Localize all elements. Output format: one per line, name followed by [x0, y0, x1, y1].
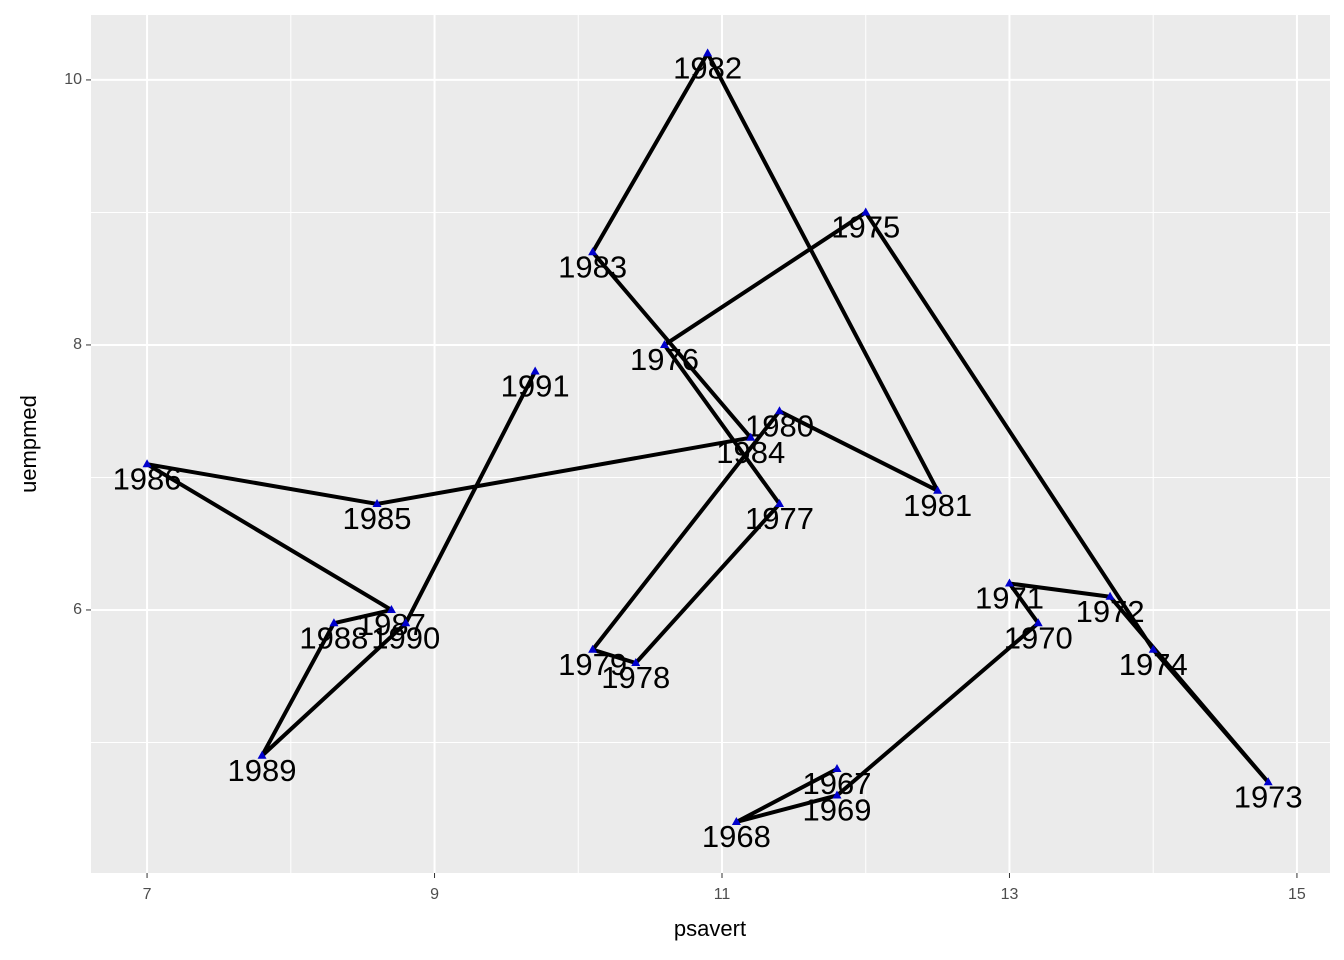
point [746, 432, 756, 441]
point [588, 644, 598, 653]
point [401, 618, 411, 627]
point [372, 498, 382, 507]
y-axis-title: uempmed [16, 395, 41, 493]
point-label: 1987 [357, 607, 426, 642]
point-label: 1971 [975, 581, 1044, 616]
point [386, 604, 396, 613]
point-label: 1974 [1119, 647, 1188, 682]
point-label: 1972 [1076, 594, 1145, 629]
point [631, 657, 641, 666]
point [1263, 777, 1273, 786]
point-label: 1990 [371, 620, 440, 655]
point-label: 1986 [113, 461, 182, 496]
x-tick-label: 13 [1001, 886, 1019, 903]
point-label: 1981 [903, 488, 972, 523]
point [257, 750, 267, 759]
point [530, 366, 540, 375]
point-label: 1985 [343, 501, 412, 536]
point [933, 485, 943, 494]
point [703, 48, 713, 57]
point-label: 1977 [745, 501, 814, 536]
point [774, 406, 784, 415]
point-label: 1980 [745, 408, 814, 443]
point-label: 1970 [1004, 620, 1073, 655]
point [1033, 618, 1043, 627]
x-tick-label: 11 [714, 886, 731, 903]
point-label: 1979 [558, 647, 627, 682]
point [774, 498, 784, 507]
point [832, 763, 842, 772]
x-tick-label: 7 [143, 886, 152, 903]
point [731, 816, 741, 825]
x-tick-label: 9 [430, 886, 439, 903]
point-label: 1988 [299, 620, 368, 655]
x-axis-title: psavert [674, 916, 746, 941]
point [832, 790, 842, 799]
point [1105, 591, 1115, 600]
point-label: 1982 [673, 51, 742, 86]
point-label: 1968 [702, 819, 771, 854]
point [660, 339, 670, 348]
point [142, 459, 152, 468]
y-tick-label: 6 [73, 601, 82, 618]
point [1148, 644, 1158, 653]
point [861, 207, 871, 216]
x-tick-label: 15 [1288, 886, 1306, 903]
point-label: 1973 [1234, 779, 1303, 814]
point-label: 1983 [558, 249, 627, 284]
point [588, 247, 598, 256]
point-label: 1975 [831, 210, 900, 245]
point [329, 618, 339, 627]
point [1004, 578, 1014, 587]
y-tick-label: 10 [64, 71, 82, 88]
point-label: 1991 [501, 369, 570, 404]
point-label: 1978 [601, 660, 670, 695]
point-label: 1976 [630, 342, 699, 377]
point-label: 1969 [803, 793, 872, 828]
point-label: 1984 [716, 435, 785, 470]
y-tick-label: 8 [73, 336, 82, 353]
point-label: 1989 [228, 753, 297, 788]
